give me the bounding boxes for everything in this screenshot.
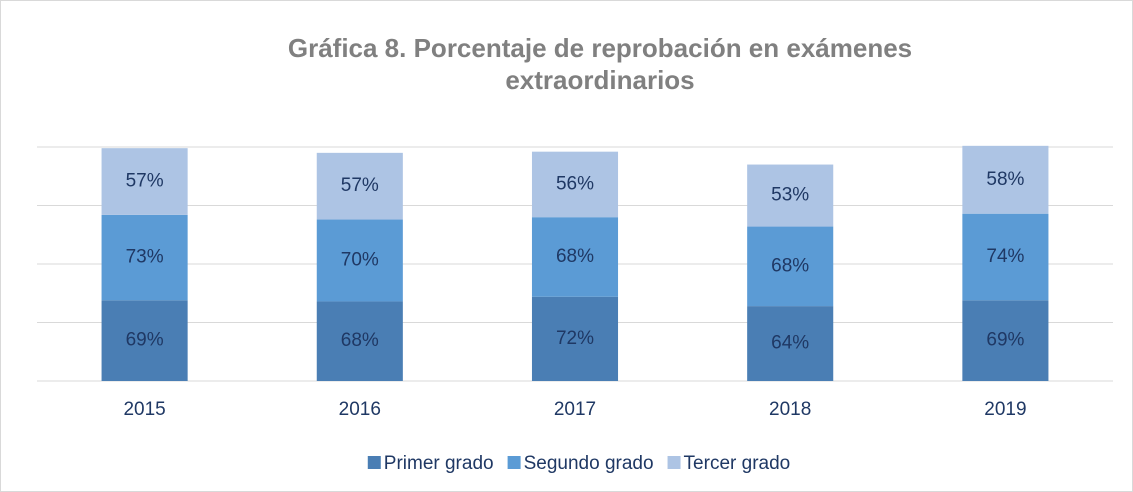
bar-segment bbox=[962, 300, 1049, 381]
x-tick-label: 2015 bbox=[123, 399, 165, 420]
x-tick-label: 2017 bbox=[554, 399, 596, 420]
data-label: 68% bbox=[771, 255, 809, 276]
bar-segment bbox=[962, 145, 1049, 214]
data-label: 69% bbox=[126, 330, 164, 351]
bar-segment bbox=[531, 217, 619, 297]
legend-label: Tercer grado bbox=[684, 453, 791, 474]
bar-segment bbox=[747, 164, 834, 227]
bar-segment bbox=[747, 226, 834, 307]
data-label: 69% bbox=[986, 330, 1024, 351]
x-tick-label: 2019 bbox=[984, 399, 1026, 420]
legend: Primer grado Segundo grado Tercer grado bbox=[367, 453, 791, 474]
data-label: 53% bbox=[771, 185, 809, 206]
legend-swatch bbox=[667, 456, 681, 469]
legend-label: Primer grado bbox=[384, 453, 494, 474]
title-line: extraordinarios bbox=[505, 65, 694, 95]
data-label: 58% bbox=[986, 169, 1024, 190]
bar-segment bbox=[747, 306, 834, 381]
data-label: 68% bbox=[556, 246, 594, 267]
data-label: 74% bbox=[986, 246, 1024, 267]
data-label: 72% bbox=[556, 328, 594, 349]
data-label: 73% bbox=[126, 247, 164, 268]
bar-segment bbox=[531, 151, 619, 218]
x-tick-label: 2016 bbox=[339, 399, 381, 420]
title-line: Gráfica 8. Porcentaje de reprobación en … bbox=[288, 33, 912, 63]
legend-swatch bbox=[367, 456, 381, 469]
data-label: 64% bbox=[771, 333, 809, 354]
bar-segment bbox=[962, 213, 1049, 301]
legend-label: Segundo grado bbox=[524, 453, 654, 474]
data-label: 56% bbox=[556, 173, 594, 194]
bar-segment bbox=[101, 214, 188, 301]
bar-segment bbox=[316, 152, 403, 220]
legend-swatch bbox=[507, 456, 521, 469]
x-tick-label: 2018 bbox=[769, 399, 811, 420]
bar-segment bbox=[531, 296, 619, 381]
data-label: 57% bbox=[341, 175, 379, 196]
bar-segment bbox=[316, 219, 403, 302]
data-label: 57% bbox=[126, 171, 164, 192]
bar-segment bbox=[101, 148, 188, 215]
data-label: 70% bbox=[341, 250, 379, 271]
bar-segment bbox=[101, 300, 188, 381]
chart-title: Gráfica 8. Porcentaje de reprobación en … bbox=[288, 33, 912, 95]
data-label: 68% bbox=[341, 330, 379, 351]
bar-segment bbox=[316, 301, 403, 381]
